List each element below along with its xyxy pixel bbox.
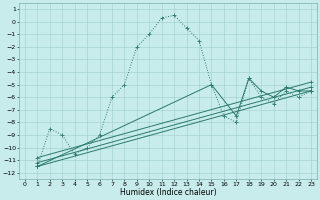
X-axis label: Humidex (Indice chaleur): Humidex (Indice chaleur): [120, 188, 216, 197]
